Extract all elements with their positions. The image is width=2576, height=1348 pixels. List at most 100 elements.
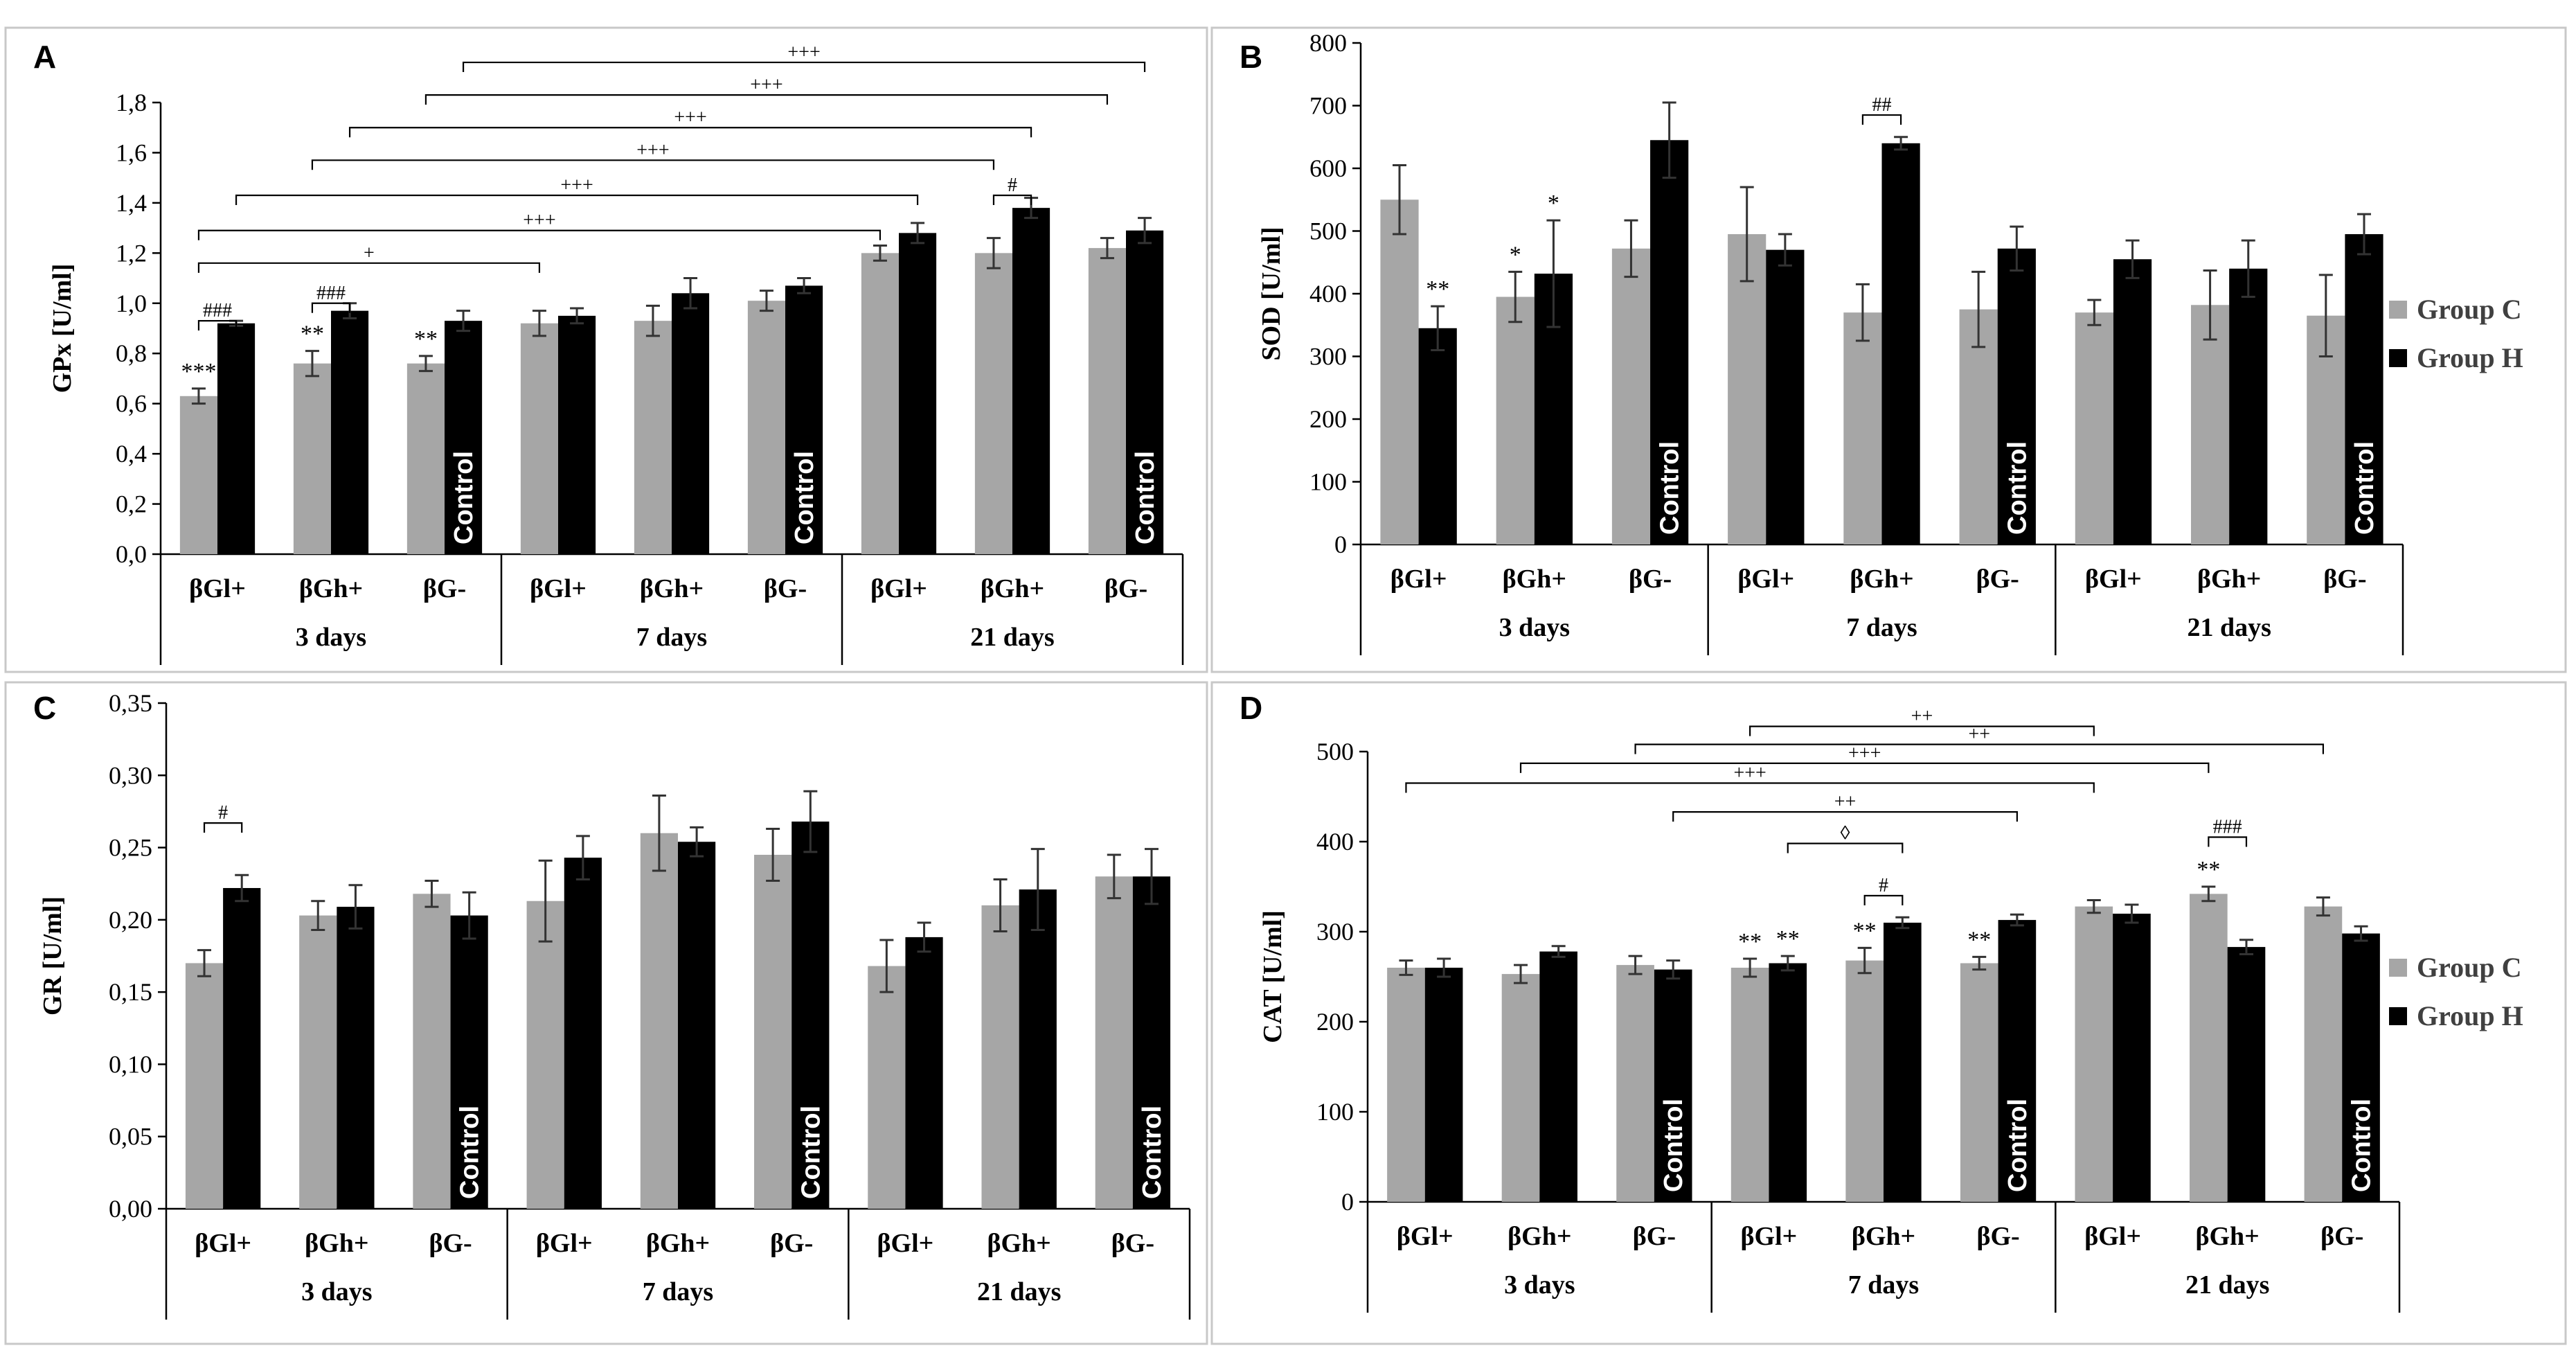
y-tick-label: 0,00 — [109, 1195, 152, 1223]
bracket-label: # — [1008, 175, 1017, 196]
bar-group-c — [640, 833, 678, 1209]
x-tick-label: βGh+ — [981, 574, 1044, 603]
legend-label: Group H — [2417, 342, 2523, 373]
bar-group-h — [905, 937, 943, 1209]
error-bar — [1743, 957, 1757, 978]
legend-swatch — [2389, 959, 2407, 977]
y-axis-title: GR [U/ml] — [38, 896, 67, 1016]
comparison-bracket — [203, 822, 243, 833]
significance-mark: *** — [181, 359, 216, 384]
error-bar — [1628, 955, 1643, 975]
y-tick-label: 0,25 — [109, 834, 152, 862]
y-tick-label: 300 — [1316, 918, 1354, 946]
bracket-label: +++ — [674, 107, 706, 128]
panel-frame — [4, 681, 1208, 1345]
legend-label: Group H — [2417, 1000, 2523, 1031]
y-tick-label: 1,2 — [116, 239, 147, 267]
comparison-bracket — [311, 302, 351, 313]
bar-group-h — [672, 293, 710, 554]
bar-group-h — [558, 315, 596, 554]
control-label: Control — [1138, 1106, 1167, 1199]
panel-a: A 0,0 0,2 0,4 0,6 0,8 1,0 1,2 1,4 1,6 1,8 GPx [U/ml… — [4, 26, 1208, 673]
bar-group-c — [974, 253, 1012, 554]
error-bar — [2086, 899, 2101, 914]
error-bar — [1778, 233, 1792, 267]
comparison-bracket — [2208, 836, 2248, 847]
bar-group-h — [899, 233, 937, 554]
error-bar — [1662, 101, 1676, 179]
x-group-label: 3 days — [1504, 1270, 1575, 1300]
bar-group-h — [2113, 914, 2151, 1202]
bar-group-h — [217, 323, 256, 554]
x-tick-label: βGl+ — [195, 1229, 251, 1258]
bracket-label: ### — [316, 283, 346, 304]
y-axis-title: SOD [U/ml] — [1257, 227, 1286, 360]
x-group-label: 7 days — [643, 1277, 713, 1306]
control-label: Control — [790, 451, 819, 544]
bar-group-h — [1012, 208, 1050, 554]
y-tick-label: 0 — [1334, 531, 1347, 558]
bar-group-h — [1881, 143, 1920, 545]
bar-group-h — [337, 907, 375, 1209]
x-tick-label: βGh+ — [1852, 1222, 1915, 1251]
bar-group-c — [1387, 968, 1425, 1202]
x-tick-label: βGh+ — [640, 574, 704, 603]
x-tick-label: βGh+ — [2197, 565, 2261, 594]
legend-swatch — [2389, 301, 2407, 319]
bar-group-h — [1126, 230, 1164, 554]
control-label: Control — [1656, 441, 1685, 535]
bar-group-h — [1884, 923, 1922, 1202]
control-label: Control — [1659, 1099, 1688, 1192]
bracket-label: + — [364, 242, 375, 264]
comparison-bracket — [1519, 762, 2210, 773]
bracket-label: +++ — [636, 139, 669, 161]
y-tick-label: 200 — [1316, 1008, 1354, 1036]
x-tick-label: βG- — [764, 574, 807, 603]
bar-group-c — [299, 915, 337, 1209]
comparison-bracket — [1749, 725, 2095, 736]
error-bar — [1551, 945, 1566, 958]
bar-group-h — [1418, 328, 1457, 544]
legend-label: Group C — [2417, 952, 2522, 983]
comparison-bracket — [311, 159, 995, 170]
error-bar — [2010, 913, 2024, 927]
error-bar — [1138, 217, 1152, 245]
error-bar — [1437, 957, 1451, 978]
y-tick-label: 200 — [1309, 405, 1347, 433]
x-tick-label: βGl+ — [1397, 1222, 1454, 1251]
bracket-label: +++ — [1733, 763, 1766, 784]
x-tick-label: βGl+ — [2085, 565, 2142, 594]
error-bar — [766, 827, 780, 883]
panel-letter: B — [1240, 39, 1262, 75]
x-tick-label: βG- — [1104, 574, 1147, 603]
significance-mark: ** — [301, 321, 324, 347]
bar-group-c — [1959, 309, 1998, 544]
error-bar — [191, 387, 206, 405]
comparison-bracket — [992, 194, 1032, 206]
y-tick-label: 100 — [1316, 1098, 1354, 1126]
panel-letter: A — [33, 39, 56, 75]
bracket-label: ◊ — [1841, 823, 1850, 844]
y-tick-label: 0,15 — [109, 978, 152, 1006]
x-group-label: 21 days — [2187, 613, 2271, 642]
x-group-label: 7 days — [1848, 1270, 1919, 1300]
bar-group-c — [1730, 968, 1769, 1202]
error-bar — [462, 891, 476, 940]
bar-group-c — [747, 301, 785, 554]
x-tick-label: βGl+ — [536, 1229, 593, 1258]
error-bar — [911, 222, 925, 245]
error-bar — [2087, 299, 2102, 326]
comparison-bracket — [462, 61, 1146, 73]
error-bar — [879, 939, 894, 993]
error-bar — [2318, 274, 2333, 357]
bar-group-h — [1132, 876, 1171, 1209]
bar-group-c — [1611, 248, 1651, 544]
control-label: Control — [2003, 1099, 2032, 1192]
x-tick-label: βGl+ — [1390, 565, 1447, 594]
bracket-label: +++ — [560, 175, 593, 196]
legend-swatch — [2389, 349, 2407, 367]
bar-group-c — [293, 363, 331, 554]
error-bar — [235, 873, 249, 903]
x-tick-label: βG- — [1633, 1222, 1676, 1251]
